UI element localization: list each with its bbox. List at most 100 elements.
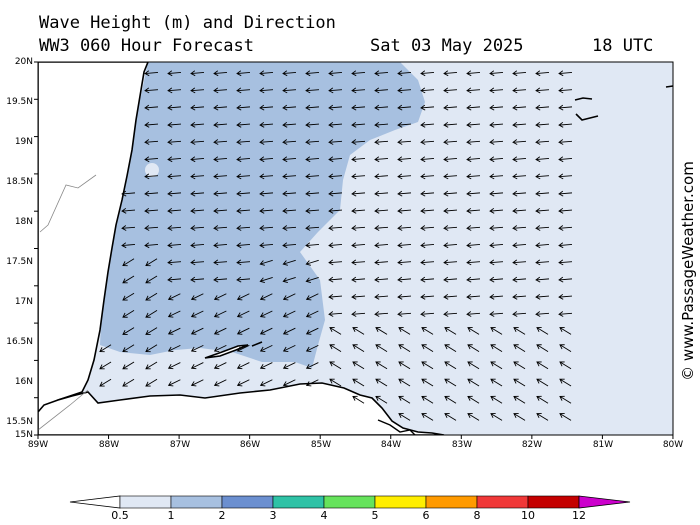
wave-direction-arrow <box>145 327 158 335</box>
lon-label-82w: 82W <box>521 440 543 450</box>
wave-direction-arrow <box>305 362 319 370</box>
wave-direction-arrow <box>466 311 481 317</box>
wave-direction-arrow <box>144 173 159 180</box>
wave-direction-arrow <box>535 242 550 249</box>
wave-direction-arrow <box>513 361 526 370</box>
wave-direction-arrow <box>466 104 481 111</box>
wave-direction-arrow <box>282 104 297 111</box>
wave-direction-arrow <box>466 259 481 266</box>
wave-direction-arrow <box>489 70 504 77</box>
wave-direction-arrow <box>190 225 205 231</box>
wave-direction-arrow <box>559 413 572 421</box>
wave-direction-arrow <box>466 121 481 128</box>
wave-direction-arrow <box>443 87 458 94</box>
wave-direction-arrow <box>558 293 573 300</box>
wave-direction-arrow <box>374 139 389 145</box>
wave-direction-arrow <box>467 378 480 387</box>
wave-direction-arrow <box>121 190 136 197</box>
wave-direction-arrow <box>421 413 434 421</box>
wave-direction-arrow <box>558 276 573 283</box>
wave-direction-arrow <box>467 344 480 352</box>
wave-direction-arrow <box>374 225 389 231</box>
wave-direction-arrow <box>420 311 435 317</box>
wave-direction-arrow <box>444 378 457 387</box>
wave-direction-arrow <box>144 190 159 197</box>
wave-direction-arrow <box>536 378 549 387</box>
wave-direction-arrow <box>282 344 296 352</box>
wave-direction-arrow <box>489 293 504 300</box>
wave-direction-arrow <box>375 327 388 335</box>
lon-label-88w: 88W <box>98 440 120 450</box>
wave-direction-arrow <box>397 156 412 163</box>
wave-direction-arrow <box>145 378 158 387</box>
wave-direction-arrow <box>213 242 228 249</box>
wave-direction-arrow <box>259 327 273 335</box>
wave-direction-arrow <box>282 190 297 197</box>
wave-direction-arrow <box>466 276 481 283</box>
wave-direction-arrow <box>282 310 296 318</box>
wave-direction-arrow <box>213 104 228 111</box>
wave-direction-arrow <box>213 70 228 77</box>
wave-direction-arrow <box>512 276 527 283</box>
wave-direction-arrow <box>259 139 274 145</box>
wave-direction-arrow <box>374 207 389 214</box>
wave-direction-arrow <box>259 259 273 266</box>
lat-label-17n: 17N <box>14 297 33 307</box>
wave-direction-arrow <box>535 293 550 300</box>
wave-direction-arrow <box>259 225 274 231</box>
wave-direction-arrow <box>167 87 182 94</box>
wave-direction-arrow <box>213 139 228 145</box>
wave-direction-arrow <box>558 173 573 180</box>
wave-direction-arrow <box>351 225 366 231</box>
island-small <box>251 341 263 347</box>
wave-direction-arrow <box>558 242 573 249</box>
wave-direction-arrow <box>512 207 527 214</box>
wave-direction-arrow <box>305 242 320 249</box>
bay-islands <box>204 344 249 359</box>
forecast-time: 18 UTC <box>592 36 654 56</box>
sea-moderate-wave-area <box>100 62 425 368</box>
wave-direction-arrow <box>466 207 481 214</box>
wave-direction-arrow <box>121 242 136 249</box>
wave-direction-arrow <box>444 395 457 404</box>
wave-direction-arrow <box>329 344 342 352</box>
wave-direction-arrow <box>351 104 366 111</box>
wave-direction-arrow <box>512 139 527 145</box>
wave-direction-arrow <box>167 242 182 249</box>
wave-direction-arrow <box>443 276 458 283</box>
wave-direction-arrow <box>466 156 481 163</box>
wave-direction-arrow <box>121 225 136 231</box>
wave-direction-arrow <box>398 413 411 421</box>
forecast-date: Sat 03 May 2025 <box>370 36 524 56</box>
wave-direction-arrow <box>190 242 205 249</box>
lon-label-83w: 83W <box>451 440 473 450</box>
wave-direction-arrow <box>328 190 343 197</box>
wave-direction-arrow <box>190 310 204 318</box>
wave-direction-arrow <box>558 139 573 145</box>
colorbar-segment-2-3 <box>221 495 274 509</box>
wave-direction-arrow <box>122 378 135 387</box>
wave-direction-arrow <box>167 139 182 145</box>
wave-direction-arrow <box>167 190 182 197</box>
wave-direction-arrow <box>444 327 457 335</box>
wave-direction-arrow <box>536 413 549 421</box>
wave-direction-arrow <box>536 395 549 404</box>
wave-direction-arrow <box>466 225 481 231</box>
wave-direction-arrow <box>466 139 481 145</box>
wave-direction-arrow <box>351 293 366 300</box>
wave-direction-arrow <box>512 156 527 163</box>
wave-direction-arrow <box>259 207 274 214</box>
wave-direction-arrow <box>213 344 227 352</box>
wave-direction-arrow <box>558 207 573 214</box>
wave-direction-arrow <box>420 87 435 94</box>
wave-direction-arrow <box>167 104 182 111</box>
lat-label-17-5n: 17.5N <box>6 257 33 267</box>
wave-direction-arrow <box>122 344 135 353</box>
wave-direction-arrow <box>489 173 504 180</box>
wave-direction-arrow <box>213 173 228 180</box>
wave-direction-arrow <box>397 311 412 317</box>
colorbar-segment-3-4 <box>272 495 325 509</box>
wave-direction-arrow <box>443 225 458 231</box>
wave-direction-arrow <box>374 104 389 111</box>
lon-label-80w: 80W <box>662 440 684 450</box>
